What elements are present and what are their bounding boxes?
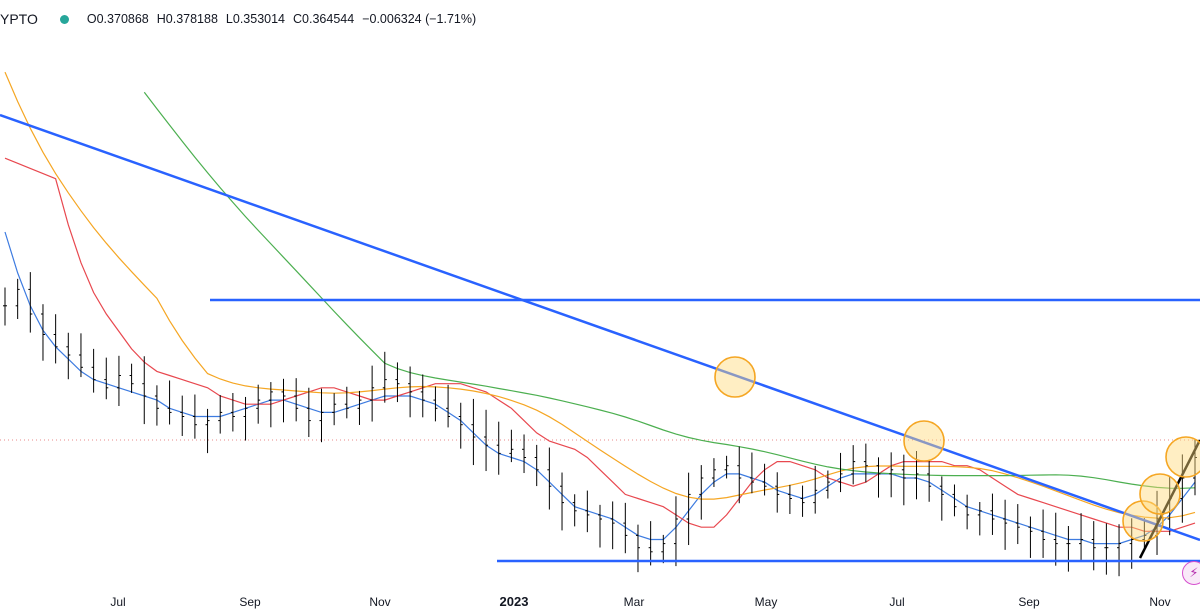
ma-mid-line <box>4 157 1196 532</box>
legend-high: H 0.378188 <box>156 12 218 26</box>
chart-legend: YPTO O 0.370868 H 0.378188 L 0.353014 C 0.36… <box>0 9 476 29</box>
x-tick-label: Nov <box>369 595 390 609</box>
legend-open: O 0.370868 <box>86 12 149 26</box>
legend-change: −0.006324 (−1.71%) <box>362 12 477 26</box>
legend-close: C 0.364544 <box>293 12 355 26</box>
x-tick-label: Sep <box>1018 595 1040 609</box>
x-tick-label: Jul <box>110 595 125 609</box>
descending-trendline <box>0 113 1200 542</box>
lightning-icon[interactable]: ⚡ <box>1182 561 1200 585</box>
ma-fast-line <box>4 231 1196 545</box>
ma-slow-line <box>4 71 1196 519</box>
x-tick-label: May <box>755 595 778 609</box>
highlight-circle <box>903 420 945 462</box>
legend-low: L 0.353014 <box>225 12 286 26</box>
ma-long-line <box>143 91 1196 489</box>
highlight-circle <box>1122 500 1164 542</box>
market-status-dot <box>59 14 69 24</box>
x-tick-label: 2023 <box>500 594 529 609</box>
highlight-circle <box>1165 436 1200 478</box>
x-tick-label: Nov <box>1149 595 1170 609</box>
uptrend-line <box>1138 439 1200 559</box>
x-tick-label: Sep <box>239 595 261 609</box>
highlight-circle <box>1139 473 1181 515</box>
highlight-circle <box>714 356 756 398</box>
x-tick-label: Mar <box>624 595 645 609</box>
x-tick-label: Jul <box>889 595 904 609</box>
symbol-name[interactable]: YPTO <box>0 11 38 27</box>
